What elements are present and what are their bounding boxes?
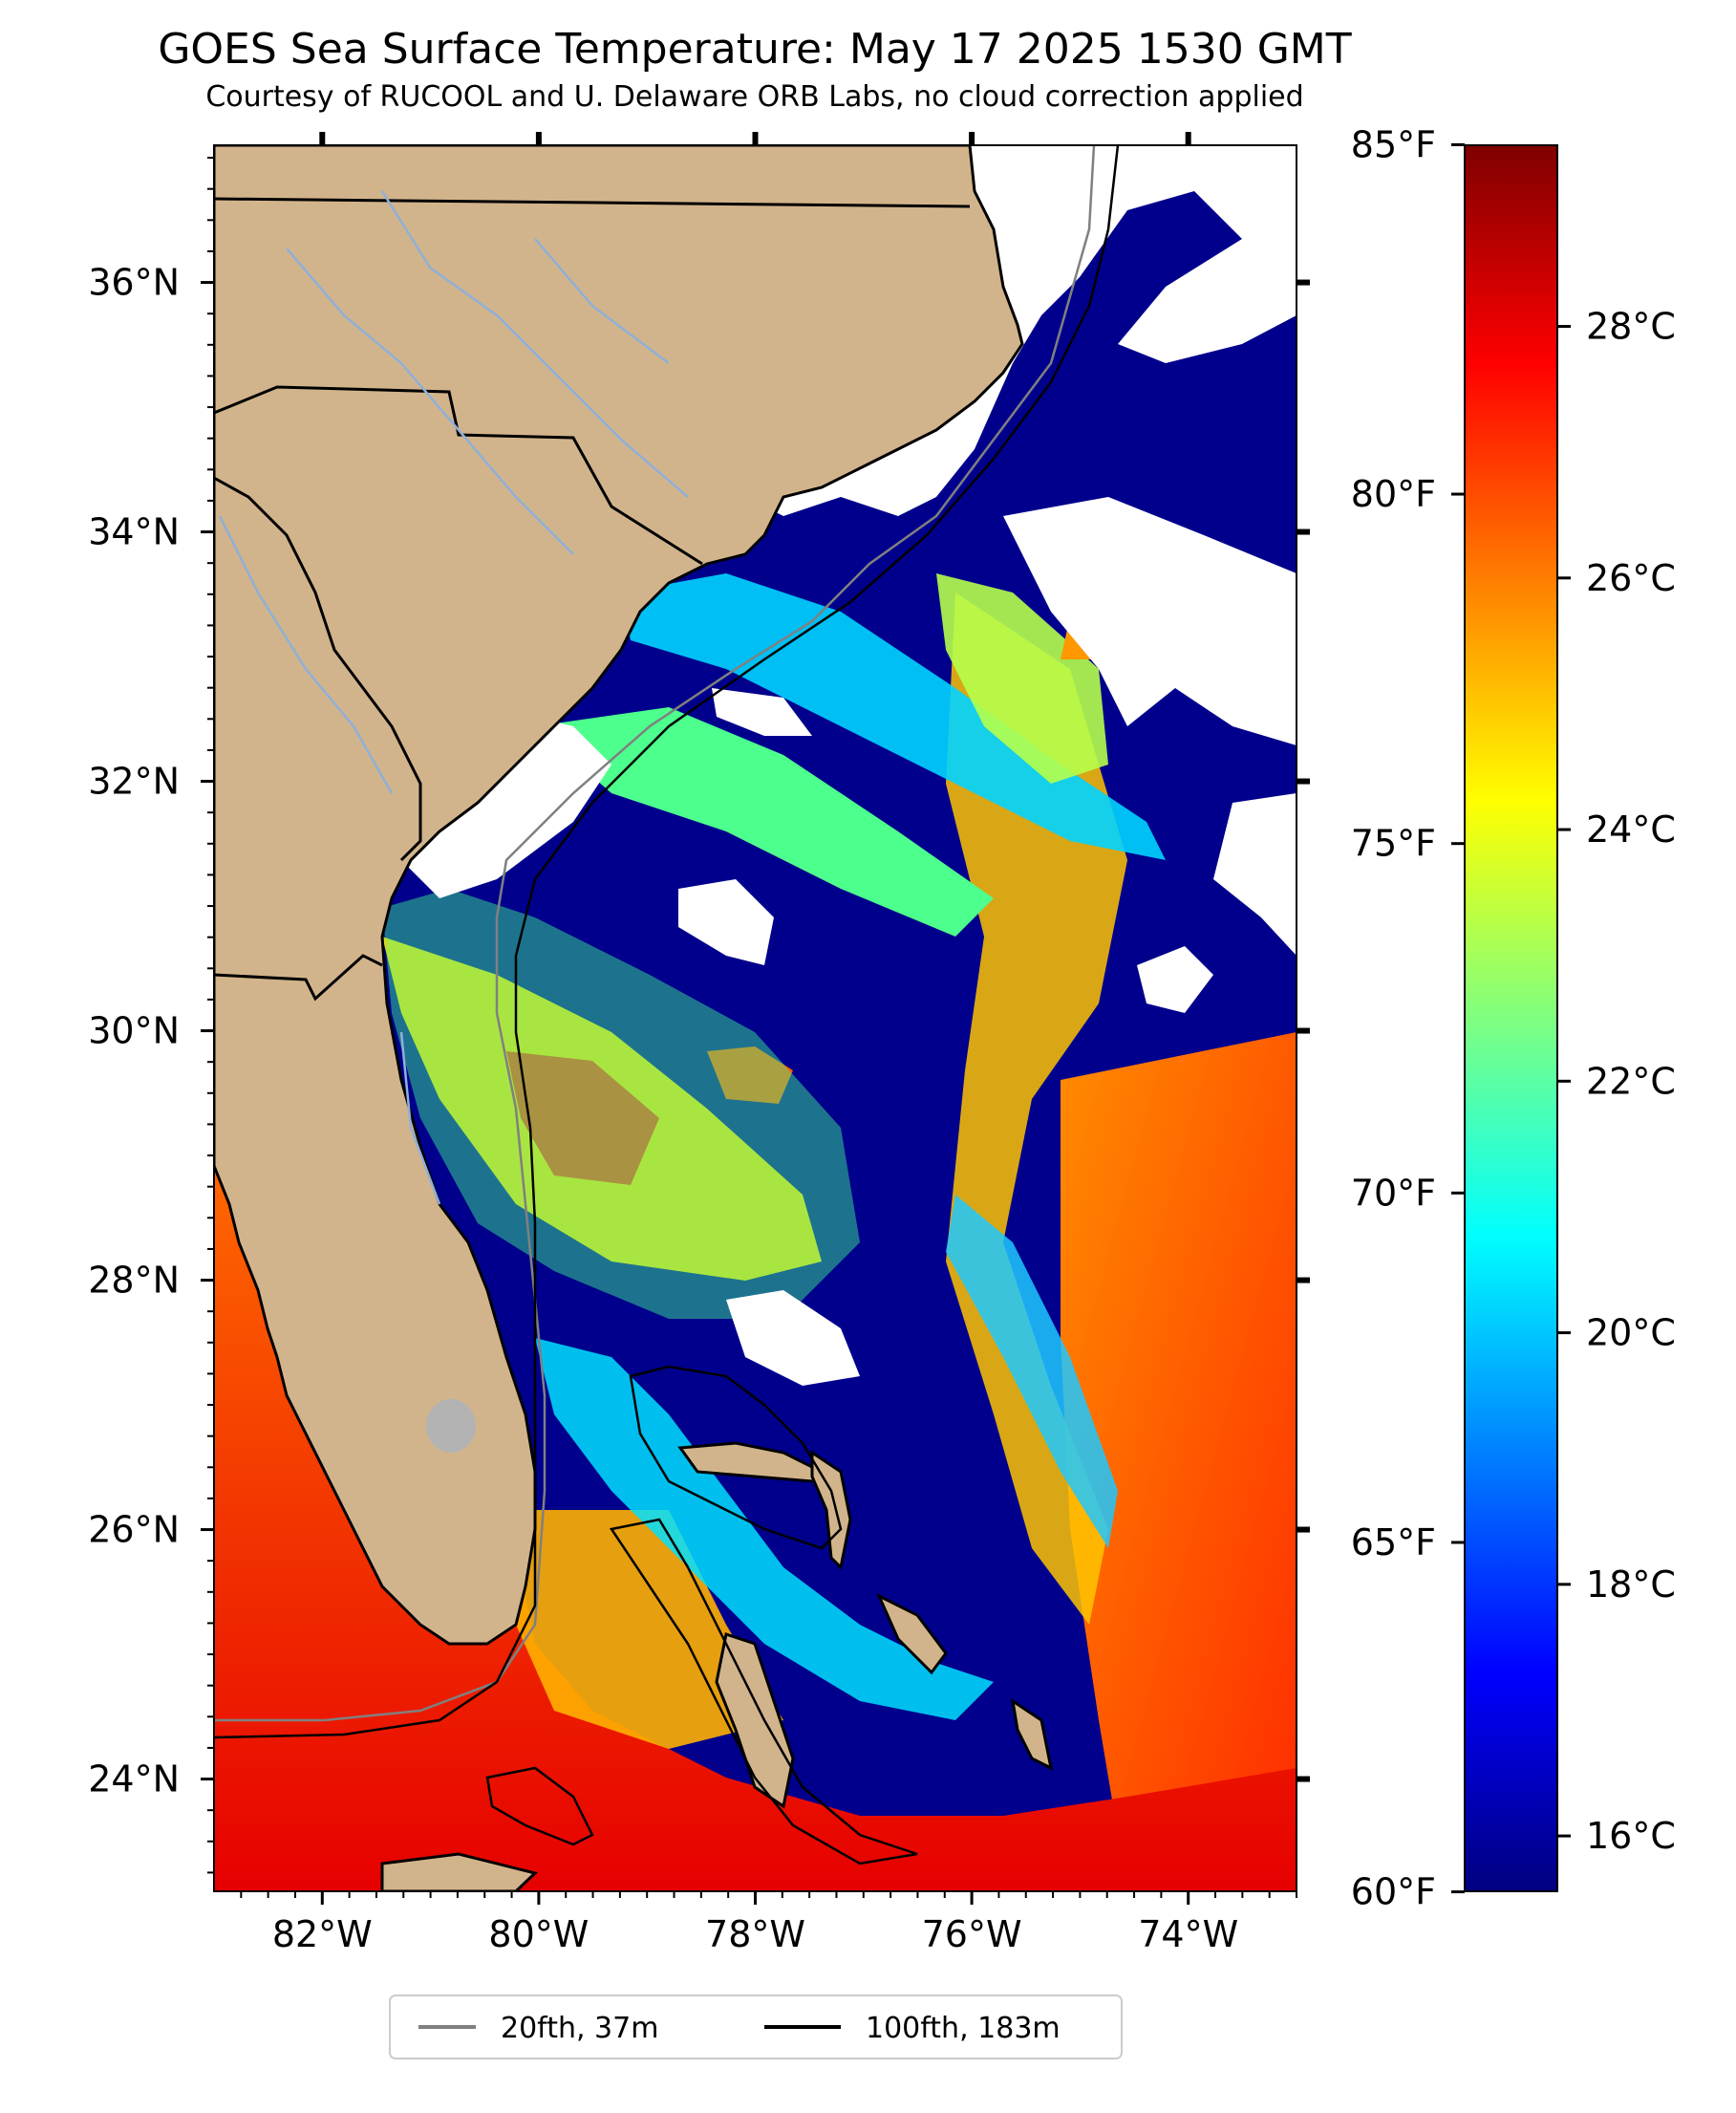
green-shelf-band [382,889,860,1319]
filament-north-2 [535,707,994,937]
coastal-hot-patch [506,1051,659,1185]
legend-label-100fth: 100fth, 183m [866,2012,1061,2045]
cloud-offshore-ga [678,879,774,965]
colorbar-celsius-label: 22°C [1586,1060,1676,1102]
map-axes: 82°W 80°W 78°W 76°W 74°W 36°N 34°N 32°N 30°N 28°N… [88,132,1310,1955]
colorbar-celsius-label: 26°C [1586,557,1676,599]
contour-legend: 20fth, 37m 100fth, 183m [389,1994,1123,2059]
warm-water-south [214,1147,1297,1891]
colorbar-fahrenheit-label: 70°F [1351,1172,1436,1214]
map-subtitle: Courtesy of RUCOOL and U. Delaware ORB L… [205,80,1303,114]
colorbar: 16°C 18°C 20°C 22°C 24°C 26°C 28°C 60°F 65°F 70°F… [1351,123,1676,1912]
contour-100fth [214,145,1120,1739]
colorbar-fahrenheit-label: 75°F [1351,823,1436,865]
colorbar-fahrenheit-label: 65°F [1351,1521,1436,1563]
filament-north-1 [621,573,1166,860]
cloud-east-mid [1003,497,1297,745]
cloud-offshore-fl [726,1290,860,1386]
island-long [1010,1697,1054,1771]
colorbar-fahrenheit-label: 60°F [1351,1871,1436,1913]
lat-tick-label: 24°N [88,1758,180,1800]
lon-tick-label: 74°W [1138,1913,1238,1955]
island-abaco [810,1450,852,1571]
warm-filament-central [946,593,1127,1625]
lon-tick-label: 78°W [705,1913,805,1955]
lon-tick-label: 82°W [272,1913,373,1955]
colorbar-ticks: 16°C 18°C 20°C 22°C 24°C 26°C 28°C 60°F 65°F 70°F… [1351,123,1676,1912]
warm-water-east [1061,1032,1297,1891]
colorbar-celsius-label: 18°C [1586,1563,1676,1606]
rivers [218,190,689,1205]
lake-okeechobee [426,1399,476,1453]
island-cuba-edge [380,1852,539,1891]
lon-tick-label: 76°W [922,1913,1022,1955]
lat-tick-label: 26°N [88,1509,180,1551]
legend-label-20fth: 20fth, 37m [501,2012,658,2045]
lat-tick-label: 36°N [88,262,180,304]
map-panel [214,145,1297,1891]
colorbar-celsius-label: 24°C [1586,809,1676,851]
cloud-offshore-ga-2 [712,688,812,736]
cloud-east-2 [1137,946,1213,1013]
island-andros [715,1632,795,1809]
island-eleuthera [875,1592,948,1675]
state-borders [214,197,971,1002]
lat-tick-label: 30°N [88,1010,180,1052]
land-us-southeast [214,145,1024,1646]
colorbar-fahrenheit-label: 80°F [1351,473,1436,515]
warm-water-florida-straits [516,1510,783,1749]
map-title: GOES Sea Surface Temperature: May 17 202… [158,25,1351,74]
contour-100fth-bahamas-south [609,1518,918,1865]
contour-20fth [214,145,1096,1722]
colorbar-celsius-label: 20°C [1586,1312,1676,1354]
lon-tick-label: 80°W [488,1913,589,1955]
lat-tick-label: 28°N [88,1260,180,1302]
lat-tick-label: 34°N [88,511,180,553]
filament-north-3 [936,573,1108,784]
legend-box [389,1994,1123,2059]
lat-tick-label: 32°N [88,761,180,803]
cyan-band-florida [535,1338,994,1720]
colorbar-gradient [1464,144,1558,1892]
colorbar-fahrenheit-label: 85°F [1351,123,1436,165]
cyan-streak-east [946,1195,1118,1548]
contour-cay-sal [485,1766,594,1846]
colorbar-celsius-label: 16°C [1586,1815,1676,1857]
colorbar-celsius-label: 28°C [1586,306,1676,348]
contour-100fth-bahamas [629,1365,843,1550]
cloud-east-right [1213,793,1297,956]
offshore-hot-patch [707,1046,793,1104]
